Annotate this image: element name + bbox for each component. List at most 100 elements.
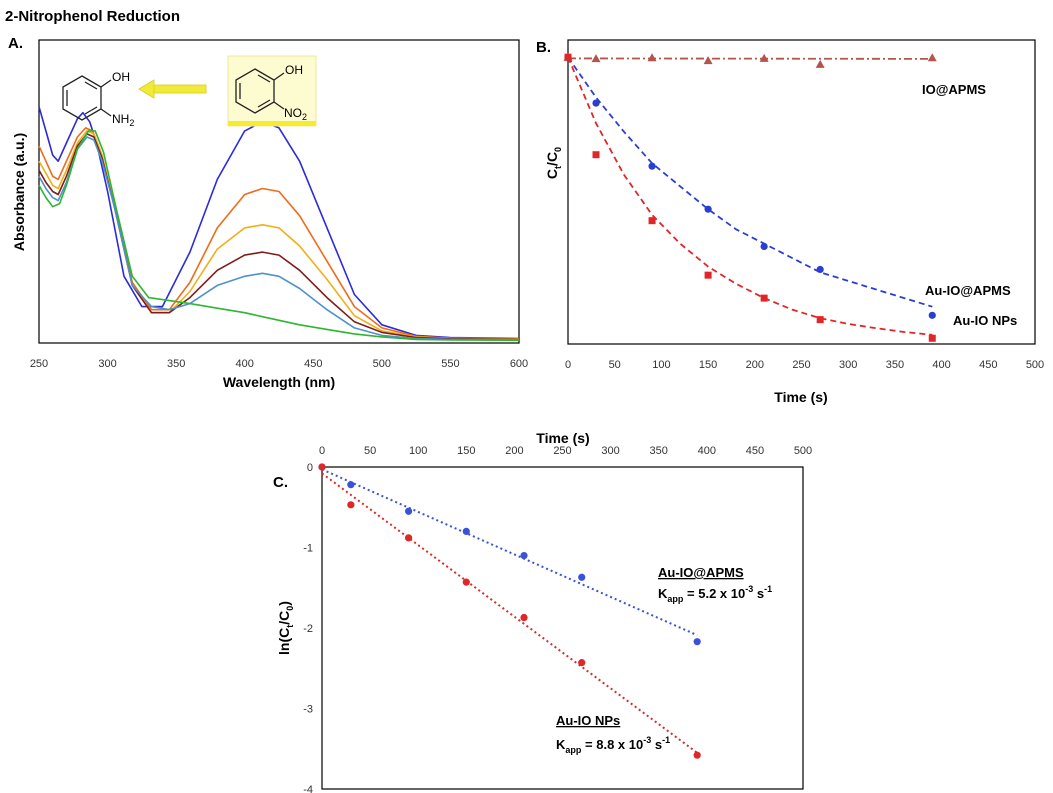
panel-b-point <box>760 242 768 251</box>
annotation-au-io-nps: Au-IO NPs Kapp = 8.8 x 10-3 s-1 <box>556 713 670 755</box>
panel-c-x-tick-label: 350 <box>650 445 668 457</box>
panel-b-point <box>928 311 936 319</box>
panel-c-point <box>578 659 586 667</box>
panel-b-point <box>816 265 824 274</box>
panel-c-point <box>347 481 355 489</box>
panel-b: 0 50 100 150 200 250 300 350 400 450 500 Time (s) … <box>544 39 1044 405</box>
panel-c-point <box>462 527 470 536</box>
panel-c-fit-line-2 <box>321 472 698 754</box>
panel-b-point <box>759 53 769 62</box>
panel-a-x-tick-label: 450 <box>304 358 322 370</box>
panel-c-point <box>404 534 413 542</box>
panel-a-x-tick-label: 600 <box>510 358 528 370</box>
annotation-au-io-nps-name: Au-IO NPs <box>556 713 620 728</box>
reactant-nitro-subscript: 2 <box>302 112 307 122</box>
panel-c-frame <box>321 466 804 790</box>
panel-c-ticks: 0 50 100 150 200 250 300 350 400 450 500 0 -1 -2 -3 -4 <box>303 445 812 793</box>
panel-b-xlabel: Time (s) <box>774 389 827 405</box>
panel-b-points <box>563 52 937 342</box>
product-molecule: OH NH2 <box>62 70 134 128</box>
panel-c-label: C. <box>273 474 288 491</box>
panel-a-x-tick-label: 300 <box>98 358 116 370</box>
reactant-nitro-label: NO <box>284 106 302 120</box>
panel-b-series-label-au-io-apms: Au-IO@APMS <box>925 283 1011 298</box>
panel-c-x-tick-label: 400 <box>698 445 716 457</box>
panel-c-ylabel: ln(Ct/C0) <box>276 601 295 655</box>
panel-b-x-tick-label: 150 <box>699 359 717 371</box>
panel-c-point <box>318 463 326 471</box>
panel-c-y-tick-label: 0 <box>307 462 313 474</box>
panel-c-y-tick-label: -2 <box>303 623 313 635</box>
panel-b-fit-line-1 <box>567 57 933 60</box>
panel-b-point <box>592 99 600 107</box>
product-amine-label: NH <box>112 112 129 126</box>
panel-c-xlabel: Time (s) <box>536 430 589 446</box>
panel-a-spectrum-3 <box>38 130 520 340</box>
panel-a-spectrum-5 <box>38 136 520 341</box>
panel-c-x-tick-label: 100 <box>409 445 427 457</box>
reactant-oh-label: OH <box>285 63 303 77</box>
svg-text:NO2: NO2 <box>284 106 307 122</box>
panel-c-x-tick-label: 500 <box>794 445 812 457</box>
panel-c-point <box>462 578 470 586</box>
panel-b-point <box>816 316 824 324</box>
panel-b-point <box>647 53 657 62</box>
panel-b-x-tick-label: 50 <box>609 359 621 371</box>
panel-b-point <box>928 334 936 342</box>
panel-c-fit-line-1 <box>321 468 698 637</box>
panel-b-x-tick-label: 300 <box>839 359 857 371</box>
annotation-au-io-apms-rate: Kapp = 5.2 x 10-3 s-1 <box>658 584 772 604</box>
product-oh-label: OH <box>112 70 130 84</box>
panel-c-y-tick-label: -1 <box>303 543 313 555</box>
reactant-molecule: OH NO2 <box>227 55 317 127</box>
panel-b-point <box>564 53 572 61</box>
panel-a-spectrum-4 <box>38 133 520 341</box>
panel-b-point <box>648 217 656 225</box>
panel-a-spectrum-1 <box>38 106 520 340</box>
panel-c-x-tick-label: 0 <box>319 445 325 457</box>
panel-b-x-tick-label: 350 <box>886 359 904 371</box>
panel-b-x-tick-label: 500 <box>1026 359 1044 371</box>
panel-b-label: B. <box>536 39 551 56</box>
panel-c: 0 50 100 150 200 250 300 350 400 450 5000-1-2-3-4 … <box>276 430 812 793</box>
panel-b-point <box>592 151 600 159</box>
panel-c-x-tick-label: 300 <box>601 445 619 457</box>
figure-title: 2-Nitrophenol Reduction <box>5 8 180 25</box>
panel-a-x-ticks: 250 300 350 400 450 500 550 600 <box>30 358 528 370</box>
panel-b-fit-line-3 <box>567 56 933 336</box>
panel-a-spectrum-2 <box>38 127 520 340</box>
panel-c-x-tick-label: 450 <box>746 445 764 457</box>
panel-b-series-label-io-apms: IO@APMS <box>922 82 986 97</box>
panel-c-x-tick-label: 50 <box>364 445 376 457</box>
panel-b-point <box>704 271 712 279</box>
panel-b-point <box>591 54 601 63</box>
panel-b-x-tick-label: 250 <box>792 359 810 371</box>
panel-c-points <box>318 463 701 759</box>
panel-b-frame <box>567 39 1036 345</box>
panel-b-ylabel: Ct/C0 <box>544 147 563 179</box>
panel-b-series-label-au-io-nps: Au-IO NPs <box>953 313 1017 328</box>
panel-b-x-ticks: 0 50 100 150 200 250 300 350 400 450 500 <box>565 359 1044 371</box>
panel-a-label: A. <box>8 35 23 52</box>
annotation-au-io-apms: Au-IO@APMS Kapp = 5.2 x 10-3 s-1 <box>658 565 772 604</box>
panel-b-point <box>704 205 712 213</box>
panel-c-point <box>347 501 355 509</box>
panel-a-frame <box>38 39 520 344</box>
panel-b-point <box>815 59 825 68</box>
svg-text:NH2: NH2 <box>112 112 134 128</box>
panel-c-y-tick-label: -3 <box>303 704 313 716</box>
panel-c-y-tick-label: -4 <box>303 784 313 793</box>
panel-a-xlabel: Wavelength (nm) <box>223 374 335 390</box>
panel-c-point <box>520 551 528 560</box>
panel-b-x-tick-label: 450 <box>979 359 997 371</box>
panel-c-x-tick-label: 200 <box>505 445 523 457</box>
annotation-au-io-apms-name: Au-IO@APMS <box>658 565 744 580</box>
panel-c-x-tick-label: 250 <box>553 445 571 457</box>
panel-a-x-tick-label: 250 <box>30 358 48 370</box>
product-amine-subscript: 2 <box>129 118 134 128</box>
panel-b-x-tick-label: 100 <box>652 359 670 371</box>
panel-b-point <box>648 162 656 170</box>
panel-c-point <box>578 573 586 581</box>
panel-a-series <box>38 106 520 342</box>
